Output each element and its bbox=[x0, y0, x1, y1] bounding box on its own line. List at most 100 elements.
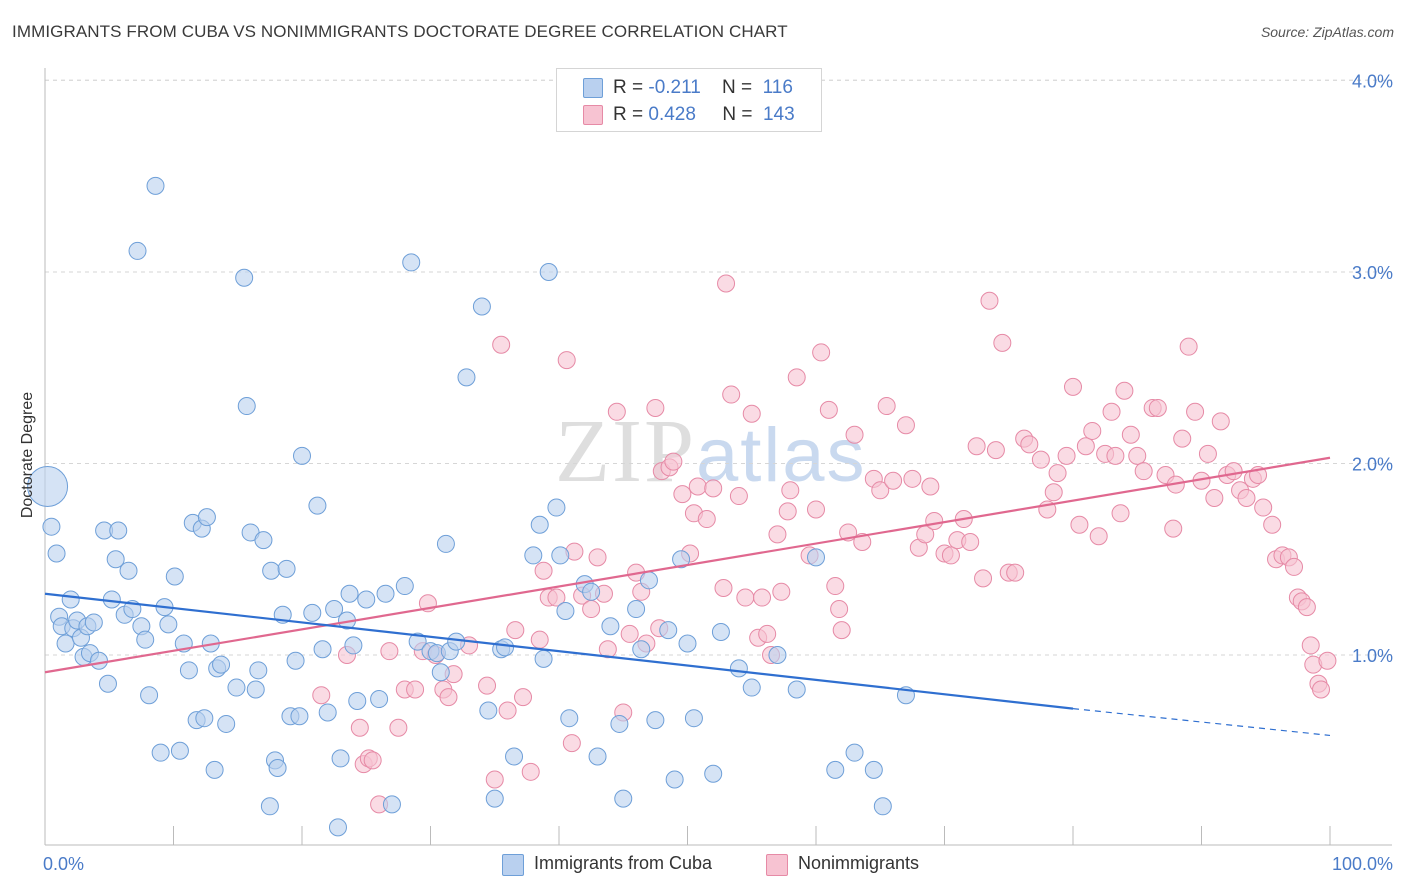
nonimmigrants-point bbox=[1106, 446, 1125, 465]
nonimmigrants-point bbox=[896, 416, 915, 435]
nonimmigrants-point bbox=[498, 701, 517, 720]
nonimmigrants-point bbox=[736, 588, 755, 607]
cuba-point bbox=[588, 747, 607, 766]
nonimmigrants-point bbox=[787, 368, 806, 387]
cuba-point bbox=[524, 546, 543, 565]
nonimmigrants-point bbox=[781, 481, 800, 500]
nonimmigrants-point bbox=[830, 600, 849, 619]
nonimmigrants-point bbox=[1237, 488, 1256, 507]
bottom-legend-label-nonimmigrants: Nonimmigrants bbox=[798, 853, 920, 873]
cuba-point bbox=[227, 678, 246, 697]
cuba-point bbox=[582, 582, 601, 601]
nonimmigrants-point bbox=[492, 335, 511, 354]
nonimmigrants-point bbox=[1312, 680, 1331, 699]
chart-title: IMMIGRANTS FROM CUBA VS NONIMMIGRANTS DO… bbox=[12, 22, 788, 41]
nonimmigrants-point bbox=[819, 400, 838, 419]
cuba-point bbox=[659, 621, 678, 640]
nonimmigrants-point bbox=[521, 762, 540, 781]
nonimmigrants-point bbox=[941, 546, 960, 565]
cuba-point bbox=[246, 680, 265, 699]
cuba-point bbox=[627, 600, 646, 619]
cuba-point bbox=[205, 760, 224, 779]
cuba-point bbox=[237, 397, 256, 416]
trend-lines bbox=[44, 456, 1331, 737]
tick-labels: 1.0% 2.0% 3.0% 4.0% 0.0% 100.0% bbox=[43, 72, 1393, 875]
cuba-point bbox=[639, 571, 658, 590]
cuba-point bbox=[479, 701, 498, 720]
nonimmigrants-point bbox=[1301, 636, 1320, 655]
nonimmigrants-trend-line bbox=[44, 456, 1331, 674]
cuba-point bbox=[303, 603, 322, 622]
nonimmigrants-point bbox=[778, 502, 797, 521]
cuba-point bbox=[551, 546, 570, 565]
nonimmigrants-point bbox=[1044, 483, 1063, 502]
nonimmigrants-point bbox=[807, 500, 825, 519]
nonimmigrants-point bbox=[1205, 488, 1224, 507]
cuba-point bbox=[376, 584, 395, 603]
cuba-point bbox=[165, 567, 184, 586]
legend-r-value: -0.211 bbox=[648, 77, 701, 98]
cuba-point bbox=[431, 663, 450, 682]
watermark-atlas: atlas bbox=[696, 413, 867, 498]
nonimmigrants-point bbox=[562, 734, 581, 753]
nonimmigrants-point bbox=[697, 510, 716, 529]
legend-swatch-nonimmigrants bbox=[583, 105, 603, 125]
nonimmigrants-point bbox=[312, 686, 331, 705]
nonimmigrants-point bbox=[1224, 462, 1243, 481]
nonimmigrants-point bbox=[871, 481, 890, 500]
nonimmigrants-point bbox=[986, 441, 1005, 460]
nonimmigrants-point bbox=[925, 511, 944, 530]
cuba-point bbox=[505, 747, 524, 766]
cuba-point bbox=[684, 709, 703, 728]
nonimmigrants-point bbox=[974, 569, 993, 588]
cuba-point bbox=[106, 550, 125, 569]
cuba-point bbox=[539, 263, 558, 281]
cuba-point bbox=[646, 711, 665, 730]
cuba-point bbox=[447, 632, 466, 651]
nonimmigrants-point bbox=[967, 437, 986, 456]
nonimmigrants-point bbox=[961, 533, 980, 552]
nonimmigrants-point bbox=[1064, 377, 1082, 396]
nonimmigrants-point bbox=[1134, 462, 1153, 481]
nonimmigrants-point bbox=[406, 680, 425, 699]
nonimmigrants-point bbox=[1173, 429, 1192, 448]
cuba-point bbox=[534, 649, 553, 668]
cuba-point bbox=[235, 268, 254, 287]
nonimmigrants-point bbox=[1285, 557, 1304, 576]
nonimmigrants-point bbox=[506, 621, 525, 640]
nonimmigrants-point bbox=[722, 385, 741, 404]
nonimmigrants-point bbox=[557, 351, 576, 370]
nonimmigrants-point bbox=[598, 640, 617, 659]
nonimmigrants-point bbox=[768, 525, 787, 544]
cuba-points bbox=[27, 176, 915, 837]
cuba-point bbox=[340, 584, 359, 603]
cuba-point bbox=[632, 640, 651, 659]
nonimmigrants-point bbox=[380, 642, 399, 661]
cuba-point bbox=[370, 690, 389, 709]
nonimmigrants-point bbox=[714, 578, 733, 597]
cuba-point bbox=[195, 709, 214, 728]
cuba-trend-extension bbox=[1072, 708, 1331, 737]
nonimmigrants-point bbox=[389, 718, 408, 737]
source-credit: Source: ZipAtlas.com bbox=[1260, 24, 1394, 40]
bottom-legend-label-cuba: Immigrants from Cuba bbox=[534, 853, 713, 873]
nonimmigrants-point bbox=[1179, 337, 1198, 356]
cuba-point bbox=[277, 559, 296, 578]
bottom-legend-swatch-cuba bbox=[502, 854, 524, 876]
cuba-point bbox=[262, 561, 281, 580]
legend-text-cuba: R = -0.211 N = 116 bbox=[613, 77, 793, 99]
nonimmigrants-point bbox=[1115, 381, 1134, 400]
cuba-point bbox=[109, 521, 128, 540]
nonimmigrants-point bbox=[1263, 515, 1282, 534]
cuba-point bbox=[179, 661, 198, 680]
cuba-point bbox=[128, 241, 147, 260]
y-axis-label: Doctorate Degree bbox=[19, 391, 36, 519]
cuba-point bbox=[787, 680, 806, 699]
cuba-point bbox=[260, 797, 279, 816]
nonimmigrants-point bbox=[1070, 515, 1089, 534]
watermark: ZIPatlas bbox=[555, 400, 867, 503]
cuba-point bbox=[331, 749, 350, 768]
nonimmigrants-point bbox=[729, 487, 748, 506]
nonimmigrants-point bbox=[673, 485, 692, 504]
cuba-point bbox=[472, 297, 491, 316]
